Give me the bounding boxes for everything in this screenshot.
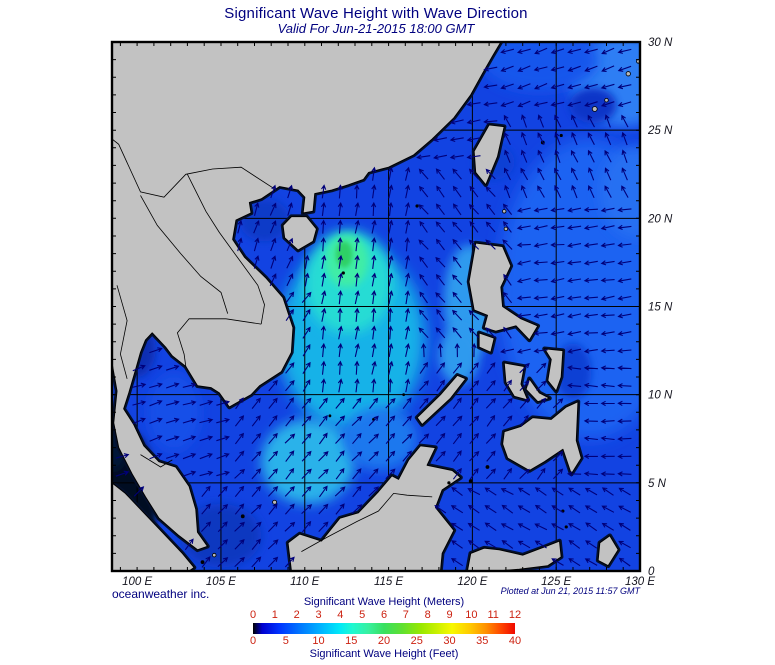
axis-ticks [112,41,641,572]
lon-axis-label: 105 E [206,576,236,588]
country-border [301,492,433,552]
legend-feet-tick: 40 [508,635,522,647]
small-island [200,560,205,565]
legend-meters-tick: 7 [402,609,409,621]
lat-axis-label: 15 N [648,302,673,314]
legend-meters-tick: 5 [359,609,366,621]
landmass-halmahera [597,535,619,567]
legend-feet-tick: 5 [282,635,289,647]
lon-axis-label: 100 E [122,576,152,588]
legend-meters-tick: 4 [337,609,344,621]
legend-meters-tick: 0 [249,609,257,621]
small-island [447,481,451,485]
small-island [402,393,406,397]
legend-colorbar [253,623,515,634]
credit-text: oceanweather inc. [112,587,210,601]
lat-axis-label: 5 N [648,478,667,490]
legend-meters-tick: 9 [446,609,453,621]
small-island [564,525,568,529]
landmass-sulawesi [466,540,562,571]
plotted-timestamp: Plotted at Jun 21, 2015 11:57 GMT [500,586,640,596]
lat-axis-label: 10 N [648,390,673,402]
legend-meters-tick: 11 [487,609,499,621]
legend-meters-label: Significant Wave Height (Meters) [303,596,465,608]
landmass-palawan [416,374,467,426]
legend-meters-tick: 8 [424,609,431,621]
lon-axis-label: 110 E [290,576,320,588]
wave-height-patch [569,87,617,124]
small-island [272,499,277,505]
small-island [341,271,345,275]
lon-axis-label: 115 E [374,576,404,588]
small-island [559,133,563,138]
legend-feet-tick: 35 [476,635,489,647]
legend-feet-tick: 30 [443,635,456,647]
legend-feet-tick: 0 [249,635,257,647]
country-border [176,318,262,367]
legend-feet-ticks: 0 5 10 15 20 25 30 35 40 [249,635,521,648]
country-border [116,285,128,379]
small-island [591,106,598,112]
small-island [503,226,509,232]
small-island [415,204,419,208]
small-island [240,514,245,519]
wave-height-patch [335,241,353,268]
landmass-asia-mainland [112,42,502,551]
landmass-taiwan [473,124,505,186]
small-island [468,479,473,483]
arrow-field-path [115,47,632,568]
wave-height-patch [343,407,418,471]
wave-direction-arrows [115,47,632,568]
legend-feet-tick: 10 [312,635,325,647]
legend-meters-tick: 3 [315,609,322,621]
legend-meters-tick: 12 [508,609,522,621]
landmass-borneo [287,445,462,571]
wave-height-patch [480,42,599,92]
landmass-mindanao [502,401,582,475]
small-island [625,71,631,77]
legend-feet-label: Significant Wave Height (Feet) [309,648,459,660]
landmass-samar-leyte [544,348,564,392]
legend-feet-tick: 20 [377,635,391,647]
lon-axis-label: 130 E [625,576,655,588]
page-title: Significant Wave Height with Wave Direct… [224,5,528,22]
legend-meters-ticks: 0 1 2 3 4 5 6 7 8 9 10 11 12 [249,609,521,622]
wave-height-patch [599,146,640,238]
valid-time-subtitle: Valid For Jun-21-2015 18:00 GMT [277,21,475,36]
small-island [502,209,507,214]
legend-meters-tick: 1 [271,609,278,621]
lon-axis-label: 125 E [541,576,571,588]
lat-axis-label: 0 [648,566,655,578]
small-island [604,97,609,103]
lat-axis-label: 30 N [648,37,673,49]
small-island [328,414,332,418]
legend-meters-tick: 10 [465,609,478,621]
country-border [140,195,229,314]
country-border [112,138,277,198]
legend-meters-tick: 2 [293,609,300,621]
lon-axis-label: 120 E [457,576,487,588]
map-layers [112,42,640,571]
lat-axis-label: 20 N [647,213,673,225]
country-border [187,174,265,325]
lat-axis-label: 25 N [647,125,673,137]
wave-height-patch [147,373,201,452]
small-island [212,552,217,558]
legend-feet-tick: 15 [345,635,358,647]
landmass-sumatra [112,482,195,571]
legend-feet-tick: 25 [410,635,423,647]
country-border [140,454,173,468]
landmass-luzon [468,242,539,341]
landmass-mindoro [478,332,495,353]
legend-meters-tick: 6 [380,609,388,621]
small-island [485,465,490,469]
wave-height-patch [438,327,480,385]
